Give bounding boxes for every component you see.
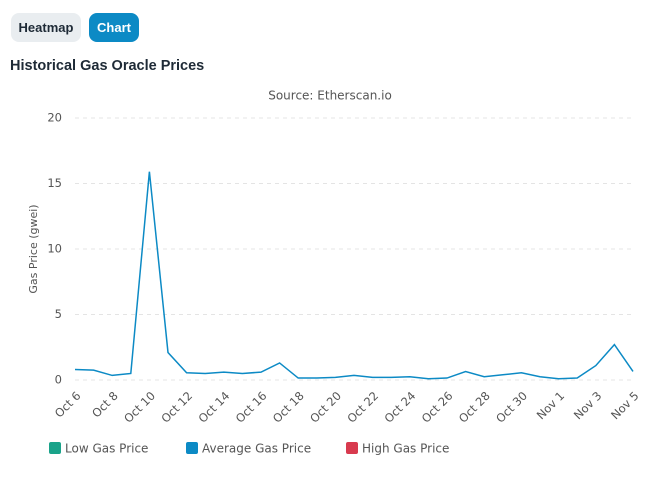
x-tick-label: Oct 26 — [419, 389, 456, 426]
x-tick-label: Nov 1 — [534, 389, 568, 423]
y-tick-label: 5 — [55, 307, 62, 321]
data-line — [74, 171, 634, 380]
tab-button[interactable]: Chart — [89, 13, 139, 42]
x-tick-label: Oct 24 — [381, 389, 418, 426]
x-tick-label: Oct 10 — [121, 389, 158, 426]
y-tick-label: 10 — [47, 242, 62, 256]
x-tick-label: Nov 3 — [571, 389, 605, 423]
x-tick-label: Oct 18 — [270, 389, 307, 426]
x-tick-label: Oct 28 — [456, 389, 493, 426]
legend-label[interactable]: High Gas Price — [362, 442, 449, 456]
x-tick-label: Oct 6 — [52, 389, 84, 421]
x-tick-label: Oct 12 — [158, 389, 195, 426]
y-axis-title: Gas Price (gwei) — [27, 204, 40, 293]
x-tick-label: Oct 8 — [89, 389, 121, 421]
legend-label[interactable]: Low Gas Price — [65, 442, 148, 456]
x-tick-label: Nov 5 — [608, 389, 642, 423]
x-tick-label: Oct 14 — [195, 389, 232, 426]
y-tick-label: 15 — [47, 176, 62, 190]
x-tick-label: Oct 22 — [344, 389, 381, 426]
x-tick-label: Oct 16 — [233, 389, 270, 426]
y-tick-label: 0 — [55, 373, 62, 387]
legend-swatch[interactable] — [49, 442, 61, 454]
tab-button[interactable]: Heatmap — [11, 13, 81, 42]
legend-label[interactable]: Average Gas Price — [202, 442, 311, 456]
chart-subtitle: Source: Etherscan.io — [268, 89, 392, 103]
heading: Historical Gas Oracle Prices — [10, 58, 205, 74]
y-tick-label: 20 — [47, 111, 62, 125]
legend-swatch[interactable] — [186, 442, 198, 454]
x-tick-label: Oct 20 — [307, 389, 344, 426]
x-tick-label: Oct 30 — [493, 389, 530, 426]
legend-swatch[interactable] — [346, 442, 358, 454]
